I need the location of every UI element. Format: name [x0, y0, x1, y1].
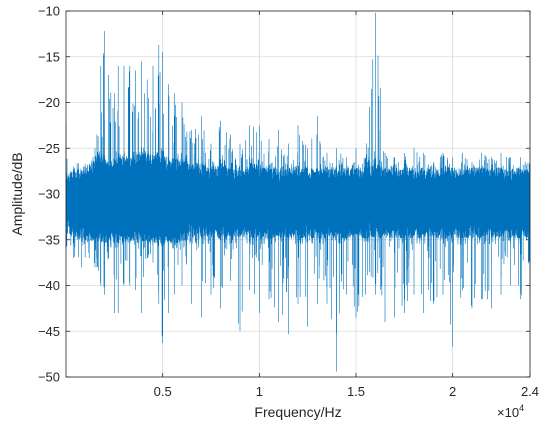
axes-box [65, 10, 531, 378]
x-tick-label: 2.4 [521, 384, 539, 399]
y-axis-label: Amplitude/dB [9, 152, 25, 235]
y-tick-label: −45 [38, 324, 60, 339]
x-tick-label: 1.5 [347, 384, 365, 399]
x-exponent-base: ×10 [497, 405, 519, 420]
y-tick-labels: −50 −45 −40 −35 −30 −25 −20 −15 −10 [38, 4, 60, 385]
x-exponent-label: ×104 [497, 403, 524, 420]
y-tick-label: −30 [38, 187, 60, 202]
x-tick-label: 0.5 [154, 384, 172, 399]
x-axis-label: Frequency/Hz [254, 404, 341, 420]
y-tick-label: −40 [38, 278, 60, 293]
y-tick-label: −25 [38, 141, 60, 156]
y-tick-label: −50 [38, 370, 60, 385]
x-tick-label: 1 [256, 384, 263, 399]
x-tick-label: 2 [449, 384, 456, 399]
x-tick-labels: 0.5 1 1.5 2 2.4 [154, 384, 539, 399]
y-tick-label: −15 [38, 49, 60, 64]
y-tick-label: −35 [38, 232, 60, 247]
x-exponent-power: 4 [519, 403, 524, 413]
y-tick-label: −20 [38, 95, 60, 110]
y-tick-label: −10 [38, 4, 60, 19]
